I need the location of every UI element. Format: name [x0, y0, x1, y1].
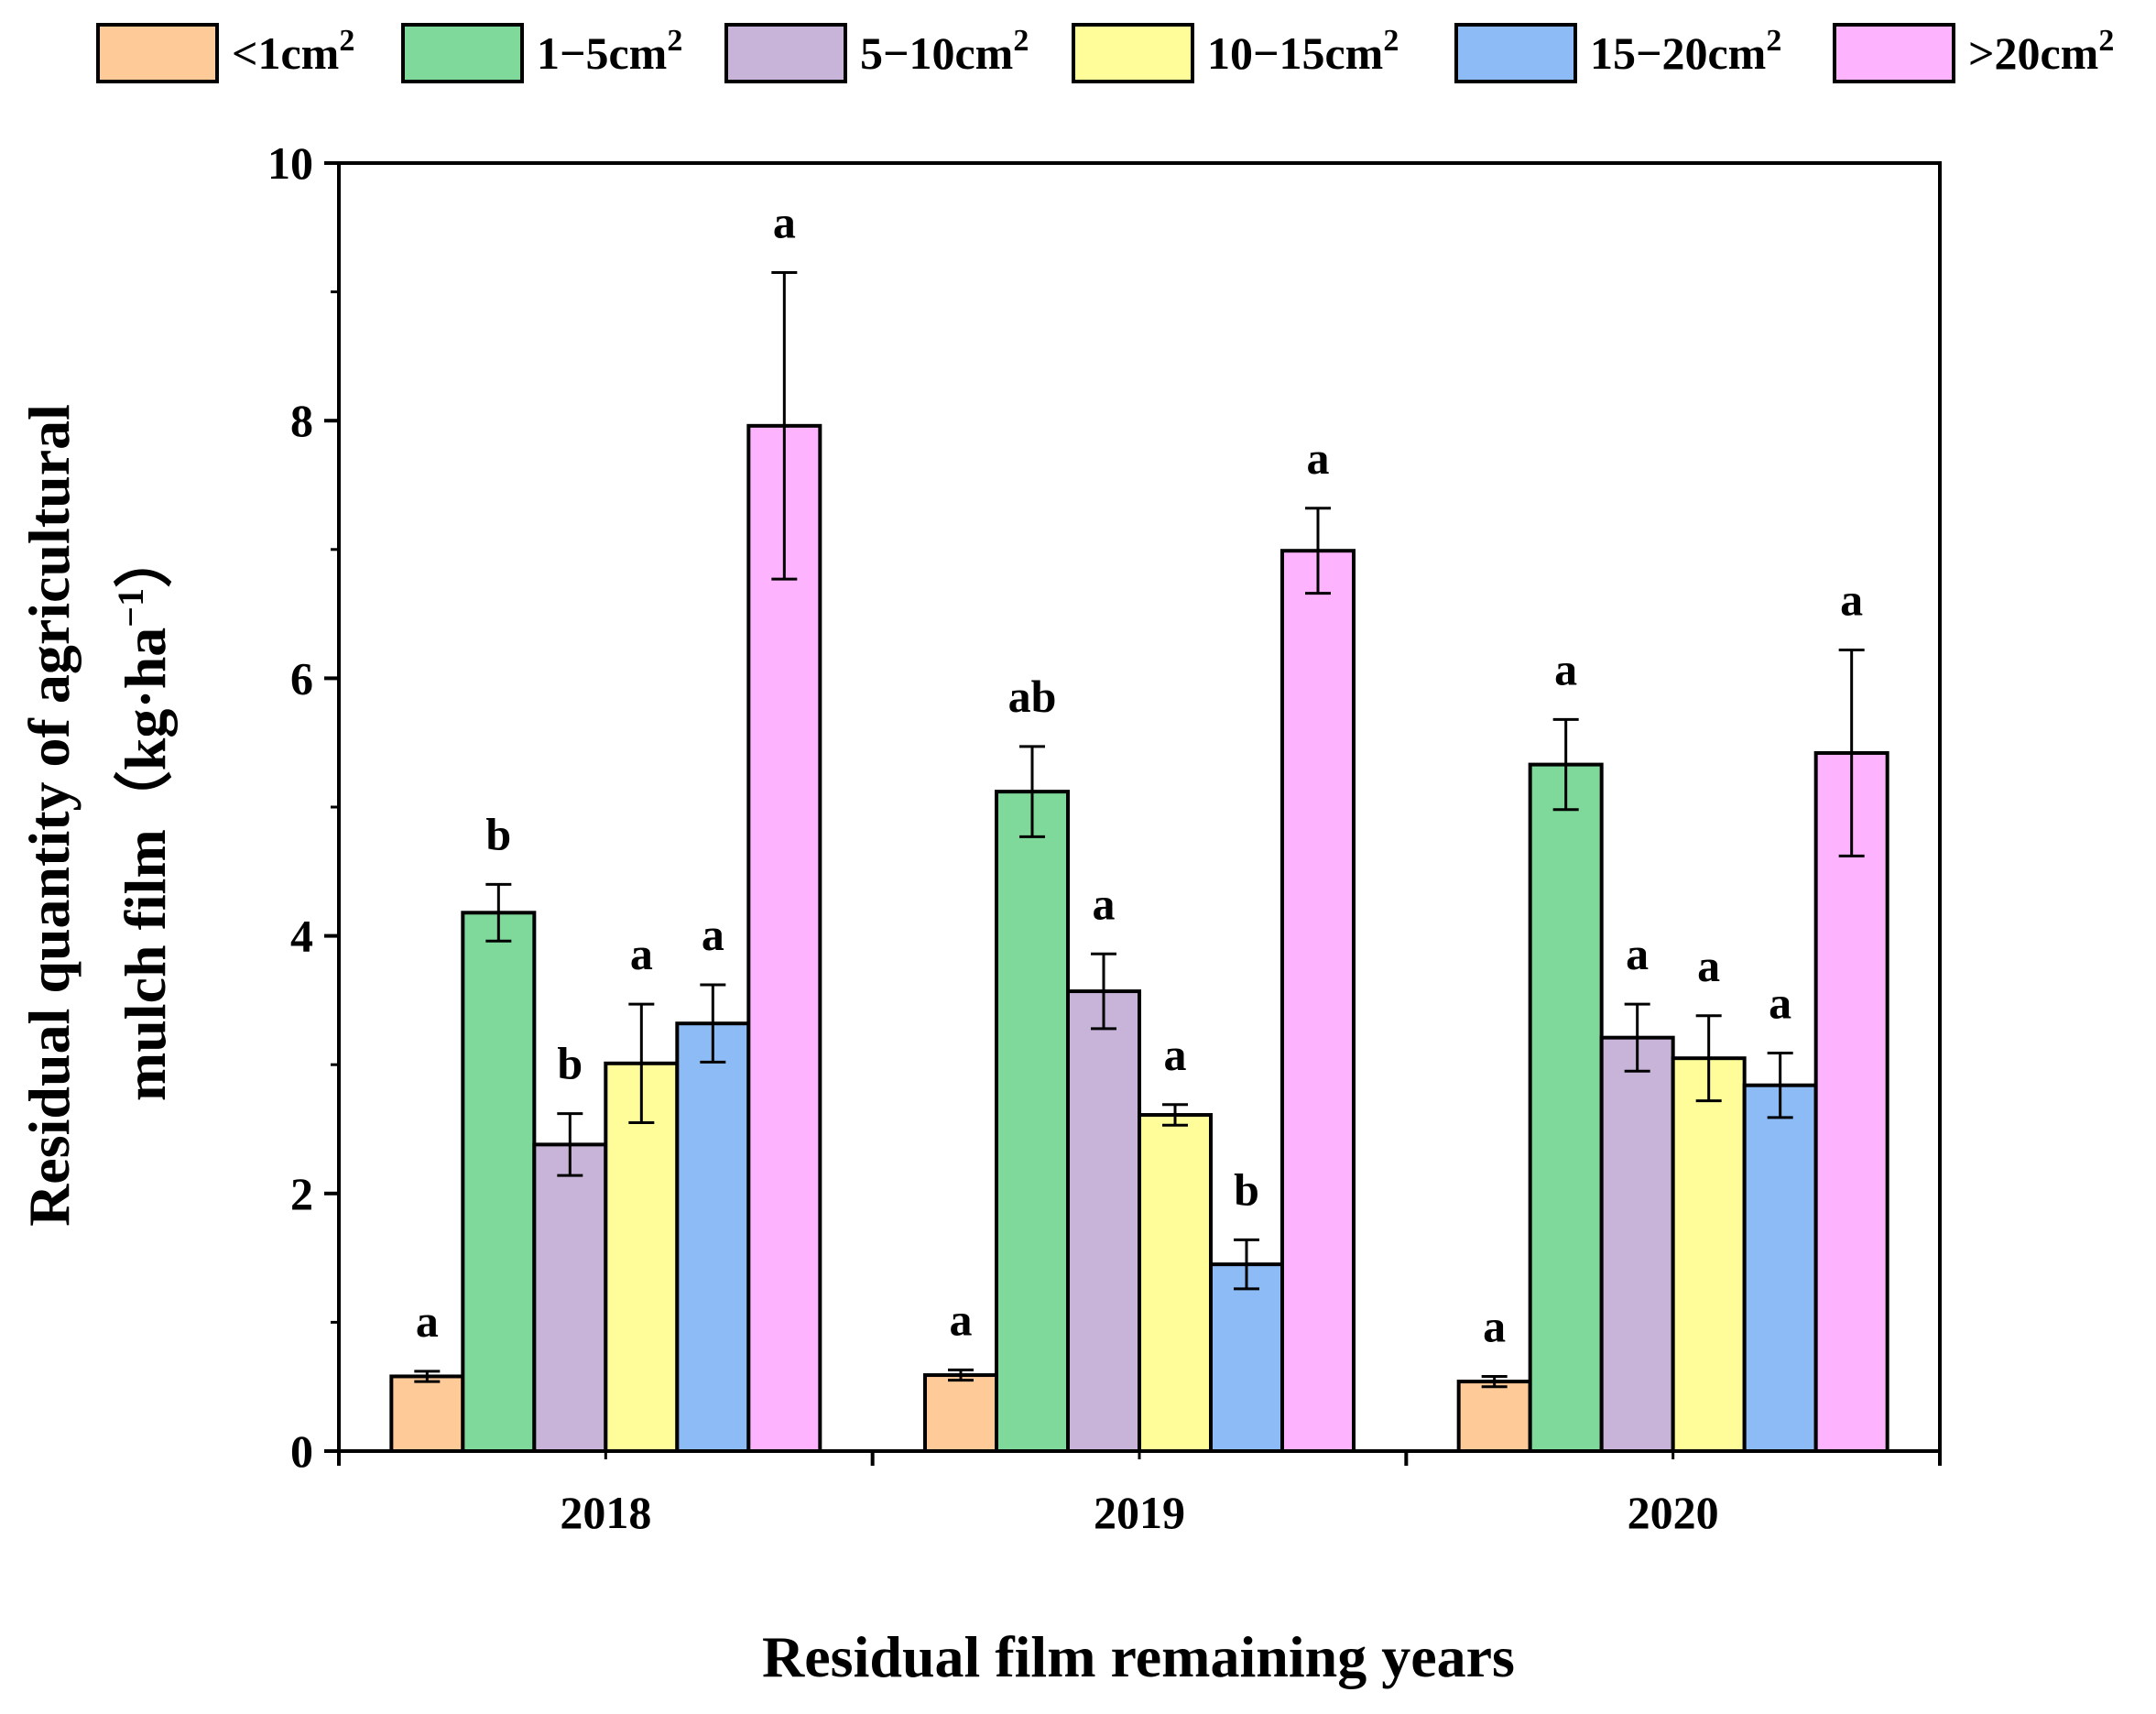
significance-letter: a	[773, 197, 796, 248]
significance-letter: a	[1164, 1029, 1187, 1080]
bar	[923, 1373, 998, 1454]
y-axis-title-line1: Residual quantity of agricultural	[16, 404, 82, 1227]
legend-label-main: 10−15cm	[1207, 27, 1383, 79]
legend-label-sup: 2	[2098, 24, 2114, 58]
significance-letter: b	[485, 808, 511, 859]
x-tick-label: 2018	[560, 1487, 651, 1538]
significance-letter: a	[630, 928, 653, 979]
legend-label-sup: 2	[339, 24, 354, 58]
bar	[1138, 1113, 1213, 1454]
legend-swatch	[1454, 23, 1577, 83]
y-axis-title-line2: mulch film（kg·ha−1）	[110, 529, 178, 1101]
legend-swatch	[724, 23, 847, 83]
legend-label: >20cm2	[1968, 24, 2114, 79]
bar	[1066, 989, 1141, 1453]
bar	[1742, 1083, 1818, 1454]
legend-swatch	[96, 23, 219, 83]
legend-label-main: 15−20cm	[1590, 27, 1766, 79]
y-tick-label: 8	[290, 395, 313, 446]
significance-letter: a	[1093, 878, 1116, 929]
legend-label-sup: 2	[1766, 24, 1781, 58]
y-tick-label: 0	[290, 1425, 313, 1477]
x-axis-title: Residual film remaining years	[762, 1624, 1515, 1689]
significance-letter: ab	[1008, 671, 1057, 722]
significance-letter: b	[1234, 1163, 1259, 1215]
bar	[461, 911, 537, 1453]
legend-label: 10−15cm2	[1207, 24, 1399, 79]
significance-letter: a	[1769, 977, 1791, 1029]
legend: <1cm2 1−5cm2 5−10cm2 10−15cm2 15−20cm2 >20cm2	[96, 23, 2114, 83]
legend-label-sup: 2	[1013, 24, 1029, 58]
legend-swatch	[401, 23, 524, 83]
y-axis-title-main: mulch film（kg·ha	[113, 628, 178, 1101]
legend-label-sup: 2	[1383, 24, 1399, 58]
significance-letter: a	[1483, 1300, 1506, 1351]
significance-letter: b	[557, 1038, 583, 1089]
y-axis-title-sup: −1	[110, 588, 151, 628]
legend-swatch	[1072, 23, 1194, 83]
legend-label-sup: 2	[667, 24, 682, 58]
legend-label-main: 1−5cm	[537, 27, 667, 79]
significance-letter: a	[1554, 643, 1577, 694]
bar	[532, 1142, 608, 1453]
legend-label: 5−10cm2	[860, 24, 1029, 79]
bar	[1528, 762, 1604, 1453]
bar	[1209, 1262, 1284, 1453]
significance-letter: a	[416, 1295, 439, 1347]
significance-letter: a	[1626, 928, 1649, 979]
significance-letter: a	[1307, 432, 1330, 484]
bar	[675, 1021, 751, 1453]
bar	[1599, 1035, 1675, 1453]
axes: 0 2 4 6 8 10 2018 2019 2020	[267, 137, 1942, 1538]
bar	[1456, 1380, 1532, 1454]
x-tick-label: 2020	[1628, 1487, 1719, 1538]
y-tick-label: 4	[290, 911, 313, 962]
legend-swatch	[1833, 23, 1955, 83]
bar	[389, 1374, 465, 1454]
bar	[1813, 750, 1889, 1453]
legend-label: <1cm2	[232, 24, 354, 79]
y-tick-label: 6	[290, 652, 313, 704]
bar	[1280, 549, 1356, 1453]
significance-letter: a	[1697, 940, 1720, 991]
y-axis-title-end: ）	[113, 529, 178, 588]
bar	[995, 790, 1070, 1453]
y-tick-label: 2	[290, 1168, 313, 1219]
legend-label: 1−5cm2	[537, 24, 682, 79]
legend-label: 15−20cm2	[1590, 24, 1781, 79]
legend-label-main: 5−10cm	[860, 27, 1013, 79]
bar	[1671, 1056, 1747, 1454]
significance-letter: a	[950, 1294, 973, 1345]
legend-label-main: >20cm	[1968, 27, 2098, 79]
legend-label-main: <1cm	[232, 27, 339, 79]
x-tick-label: 2019	[1094, 1487, 1185, 1538]
significance-letter: a	[1840, 573, 1863, 625]
y-tick-label: 10	[267, 137, 313, 189]
significance-letter: a	[702, 909, 724, 960]
